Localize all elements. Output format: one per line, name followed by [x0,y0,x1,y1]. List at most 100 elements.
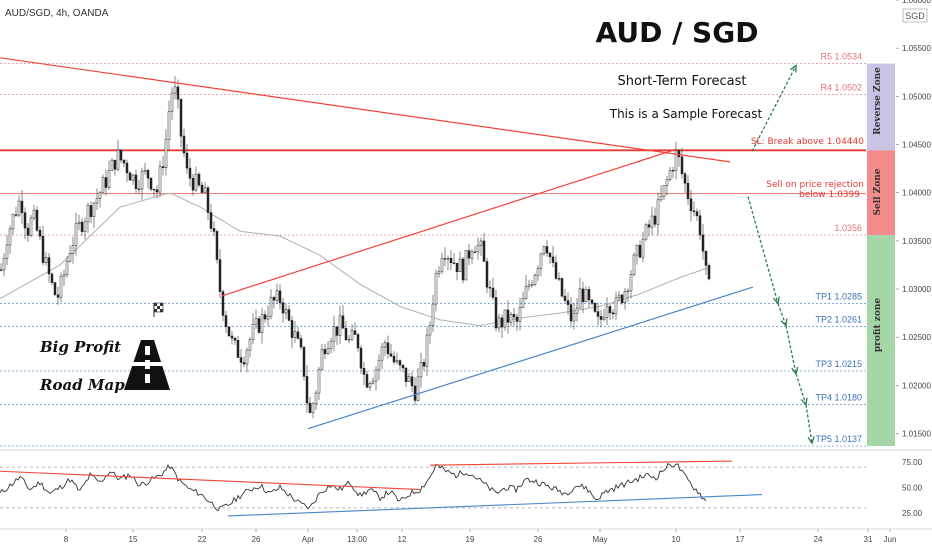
candle-body [524,286,528,299]
rsi-tick-label: 25.00 [902,509,923,518]
candle-body [182,135,186,154]
candle-body [218,259,222,292]
price-axis[interactable]: 1.06000 1.05500 1.05000 1.04500 1.04000 1.035… [896,0,931,439]
time-tick-label: 17 [736,535,745,544]
trendline-rsi-lower-rising [227,494,763,517]
candle-body [176,86,180,100]
candle-body [161,166,165,168]
candle-body [419,362,423,378]
candle-body [527,284,531,287]
candle-body [365,374,369,388]
candle-body [659,195,663,201]
candle-body [569,304,573,322]
candle-body [86,205,90,223]
time-tick-label: 15 [129,535,138,544]
level-label-l1: 1.0356 [834,223,862,233]
candle-body [626,290,630,292]
candle-body [440,258,444,272]
zone-profit [867,235,895,447]
candle-body [38,229,42,237]
candle-body [368,383,372,388]
trendlines-layer [0,57,754,430]
candle-body [683,173,687,184]
candle-body [23,212,27,229]
candle-body [89,205,93,217]
symbol-line: AUD/SGD, 4h, OANDA [5,8,109,19]
candle-body [671,170,675,172]
candle-body [461,258,465,281]
candle-body [518,307,522,322]
forecast-arrowhead-0 [790,64,797,73]
candle-body [56,294,60,298]
candle-body [476,245,480,253]
forecast-arrowhead-4 [800,397,808,407]
time-tick-label: 19 [466,535,475,544]
candle-body [269,297,273,317]
candle-body [149,177,153,190]
candle-body [143,169,147,172]
candle-body [425,334,429,367]
candle-body [656,199,660,225]
candle-body [506,309,510,323]
rsi-axis: 75.00 50.00 25.00 [902,458,923,518]
candle-body [695,211,699,217]
zone-reverse [867,63,895,151]
candle-body [104,177,108,188]
candle-body [203,187,207,193]
time-tick-label: 26 [534,535,543,544]
candle-body [575,307,579,314]
time-tick-label: 31 [864,535,873,544]
candle-body [122,159,126,164]
candle-body [536,268,540,276]
candle-body [533,274,537,285]
price-tick-label: 1.03500 [902,237,931,246]
price-tick-label: 1.04000 [902,189,931,198]
forecast-arrow-5 [805,404,813,444]
forecast-arrow-4 [795,373,807,405]
candle-body [29,217,33,236]
zones-layer [867,63,895,447]
candle-body [491,287,495,298]
sell-zone-label: Sell Zone [873,168,883,215]
candle-body [677,150,681,158]
level-label-tp4: TP4 1.0180 [815,393,862,403]
candle-body [539,253,543,269]
time-axis[interactable]: 8 15 22 26 Apr 13:00 12 19 26 May 10 17 24 31 Jun [64,529,897,544]
candle-body [335,326,339,336]
candle-body [26,227,30,236]
candle-body [668,170,672,181]
candle-body [302,346,306,377]
candle-body [113,159,117,170]
time-tick-label: 13:00 [347,535,368,544]
candle-body [605,306,609,318]
candle-body [617,294,621,299]
candle-body [485,261,489,288]
candle-body [155,189,159,193]
level-label-r4: R4 1.0502 [820,82,862,92]
candle-body [446,257,450,260]
candle-body [128,172,132,181]
moving-average-layer [0,192,709,327]
candle-body [323,349,327,355]
candle-body [509,314,513,323]
reverse-zone-label: Reverse Zone [873,67,883,135]
candle-body [287,309,291,321]
trendline-rsi-upper-descending [0,470,421,491]
level-label-tp5: TP5 1.0137 [815,434,862,444]
big-profit-text: Big Profit [39,338,121,356]
trendline-rising-support [307,286,754,430]
candle-body [704,250,708,266]
price-tick-label: 1.02000 [902,381,931,390]
candle-body [653,215,657,225]
candle-body [290,320,294,338]
candle-body [209,212,213,229]
time-tick-label: Jun [884,535,897,544]
candle-body [503,309,507,328]
candle-body [278,290,282,303]
candle-body [470,251,474,259]
candle-body [185,152,189,169]
candle-body [641,238,645,258]
candle-body [428,325,432,336]
candle-body [692,210,696,212]
